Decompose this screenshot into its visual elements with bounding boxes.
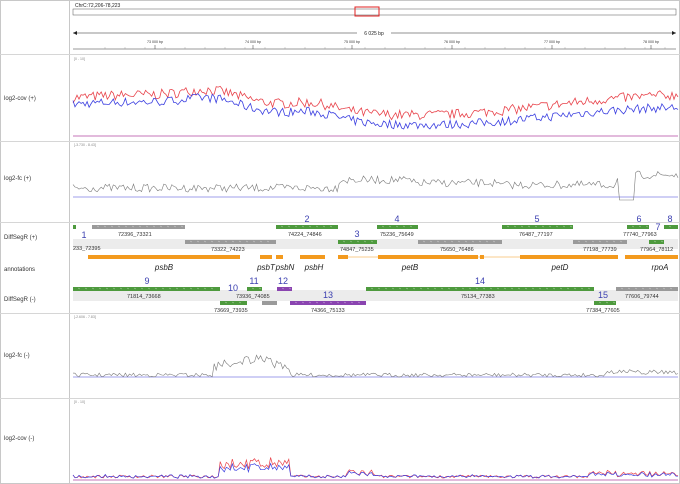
ruler-tick-label: 74 000 bp (245, 40, 261, 44)
divider (0, 313, 680, 314)
range-cov-minus: [0 - 10] (74, 400, 85, 404)
span-label-bg (357, 29, 391, 37)
range-cov-plus: [0 - 10] (74, 57, 85, 61)
ideogram-region-box[interactable] (354, 6, 380, 17)
divider (0, 398, 680, 399)
track-label-fc-plus[interactable]: log2-fc (+) (4, 176, 32, 182)
track-label-cov-minus[interactable]: log2-cov (-) (4, 436, 35, 442)
ruler-tick-label: 75 000 bp (344, 40, 360, 44)
track-label-seg-minus[interactable]: DiffSegR (-) (4, 297, 36, 303)
range-fc-minus: [-2.606 - 7.83] (74, 315, 96, 319)
span-left-arrow (73, 31, 77, 35)
ruler-tick-label: 77 000 bp (544, 40, 560, 44)
ruler-tick-label: 73 000 bp (147, 40, 163, 44)
chromosome-ideogram[interactable] (72, 8, 677, 16)
locus-label: ChrC:72,206-78,223 (75, 3, 121, 9)
span-label: 6 025 bp (364, 31, 384, 37)
divider (0, 222, 680, 223)
range-fc-plus: [-3.730 - 8.43] (74, 143, 96, 147)
ruler-ticks: 73 000 bp 74 000 bp 75 000 bp 76 000 bp 77 0… (104, 40, 666, 49)
span-right-arrow (672, 31, 676, 35)
track-label-seg-plus[interactable]: DiffSegR (+) (4, 235, 38, 241)
track-label-fc-minus[interactable]: log2-fc (-) (4, 353, 30, 359)
track-name-column (0, 0, 70, 484)
divider (0, 54, 680, 55)
track-label-cov-plus[interactable]: log2-cov (+) (4, 96, 36, 102)
divider (0, 141, 680, 142)
ruler: 6 025 bp 73 000 bp 74 000 bp 75 000 bp 76 0… (72, 6, 677, 50)
track-label-annotations[interactable]: annotations (4, 267, 36, 273)
ruler-tick-label: 78 000 bp (643, 40, 659, 44)
ruler-tick-label: 76 000 bp (444, 40, 460, 44)
